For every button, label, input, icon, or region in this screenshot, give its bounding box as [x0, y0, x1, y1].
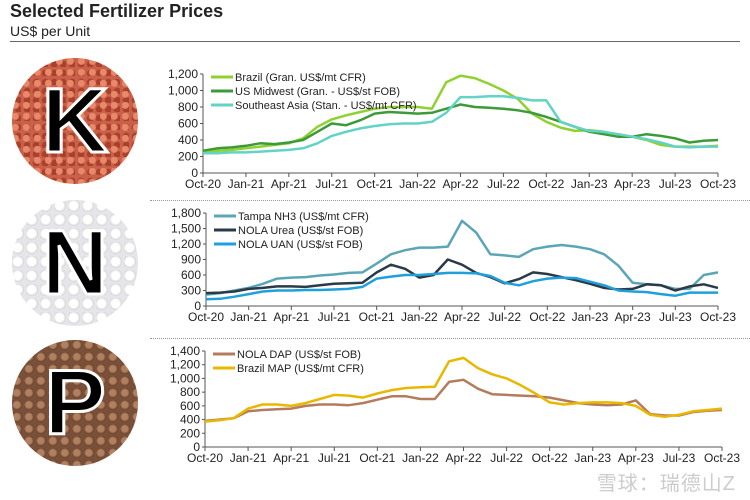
x-tick-label: Jan-22 — [402, 451, 439, 465]
y-tick-label: 200 — [180, 426, 200, 440]
x-tick-label: Apr-23 — [618, 451, 654, 465]
x-tick-label: Oct-20 — [188, 310, 224, 324]
x-tick-label: Apr-22 — [445, 451, 481, 465]
y-tick-label: 600 — [181, 268, 201, 282]
legend-label: NOLA DAP (US$/st FOB) — [237, 349, 361, 361]
x-tick-label: Jan-22 — [399, 177, 436, 191]
x-tick-label: Oct-22 — [532, 451, 568, 465]
x-tick-label: Jan-22 — [401, 310, 438, 324]
y-tick-label: 0 — [194, 299, 201, 313]
x-tick-label: Oct-22 — [528, 177, 564, 191]
x-tick-label: Oct-21 — [359, 451, 395, 465]
x-tick-label: Jan-21 — [230, 451, 267, 465]
x-tick-label: Jan-23 — [572, 310, 609, 324]
y-tick-label: 1,500 — [171, 222, 201, 236]
y-tick-label: 1,200 — [168, 67, 198, 81]
title-divider — [10, 41, 740, 42]
series-line — [204, 378, 723, 423]
x-tick-label: Jan-23 — [571, 177, 608, 191]
y-tick-label: 400 — [180, 413, 200, 427]
x-tick-label: Jan-21 — [228, 177, 265, 191]
x-tick-label: Apr-23 — [615, 310, 651, 324]
page-subtitle: US$ per Unit — [10, 23, 91, 39]
x-tick-label: Apr-22 — [444, 310, 480, 324]
x-tick-label: Oct-21 — [357, 177, 393, 191]
legend-label: US Midwest (Gran. - US$/st FOB) — [235, 86, 400, 98]
page-title: Selected Fertilizer Prices — [10, 1, 224, 21]
panel-letter-n: N — [40, 212, 109, 314]
legend-label: Tampa NH3 (US$/mt CFR) — [238, 211, 369, 223]
x-tick-label: Apr-21 — [273, 451, 309, 465]
series-line — [204, 356, 723, 423]
panel-divider — [150, 200, 750, 201]
x-tick-label: Oct-21 — [359, 310, 395, 324]
y-tick-label: 1,000 — [170, 371, 200, 385]
legend-label: NOLA Urea (US$/st FOB) — [238, 225, 363, 237]
y-tick-label: 1,400 — [170, 344, 200, 358]
legend-label: Brazil MAP (US$/mt CFR) — [237, 363, 364, 375]
y-tick-label: 1,200 — [170, 358, 200, 372]
legend-label: NOLA UAN (US$/st FOB) — [238, 239, 363, 251]
x-tick-label: Oct-20 — [187, 451, 223, 465]
x-tick-label: Jul-22 — [488, 310, 521, 324]
potash-image: K — [12, 58, 138, 184]
panel-letter-p: P — [43, 352, 107, 454]
y-tick-label: 800 — [180, 385, 200, 399]
x-tick-label: Jul-21 — [318, 451, 351, 465]
legend-label: Brazil (Gran. US$/mt CFR) — [235, 72, 366, 84]
x-tick-label: Apr-22 — [442, 177, 478, 191]
x-tick-label: Apr-23 — [614, 177, 650, 191]
series-line — [205, 271, 718, 301]
y-tick-label: 0 — [191, 166, 198, 180]
x-tick-label: Jul-21 — [315, 177, 348, 191]
x-tick-label: Oct-23 — [700, 310, 736, 324]
x-tick-label: Jul-23 — [659, 177, 692, 191]
series-line — [205, 258, 719, 295]
panel-divider — [150, 338, 750, 339]
y-tick-label: 1,000 — [168, 84, 198, 98]
watermark: 雪球：瑞德山Z — [596, 473, 736, 495]
y-tick-label: 800 — [178, 100, 198, 114]
x-tick-label: Apr-21 — [273, 310, 309, 324]
y-tick-label: 0 — [193, 440, 200, 454]
y-tick-label: 600 — [180, 399, 200, 413]
y-tick-label: 200 — [178, 150, 198, 164]
nitrogen-image: N — [12, 200, 138, 326]
x-tick-label: Jan-23 — [574, 451, 611, 465]
x-tick-label: Jul-21 — [318, 310, 351, 324]
x-tick-label: Oct-22 — [529, 310, 565, 324]
x-tick-label: Jan-21 — [230, 310, 267, 324]
x-tick-label: Jul-22 — [490, 451, 523, 465]
legend-label: Southeast Asia (Stan. - US$/mt CFR) — [235, 100, 417, 112]
y-tick-label: 400 — [178, 133, 198, 147]
y-tick-label: 1,800 — [171, 206, 201, 220]
x-tick-label: Apr-21 — [271, 177, 307, 191]
x-tick-label: Oct-23 — [700, 177, 736, 191]
series-line — [205, 219, 719, 296]
x-tick-label: Jul-22 — [487, 177, 520, 191]
y-tick-label: 300 — [181, 284, 201, 298]
series-line — [203, 95, 718, 155]
panel-letter-k: K — [40, 70, 109, 172]
x-tick-label: Oct-23 — [704, 451, 740, 465]
y-tick-label: 900 — [181, 253, 201, 267]
x-tick-label: Jul-23 — [659, 310, 692, 324]
y-tick-label: 600 — [178, 117, 198, 131]
x-tick-label: Jul-23 — [663, 451, 696, 465]
x-tick-label: Oct-20 — [185, 177, 221, 191]
chart-panel-0: 0 200 400 600 800 1,000 1,200 Oct-20 Jan-21 Apr-2… — [168, 67, 736, 191]
phosphate-image: P — [12, 340, 138, 466]
y-tick-label: 1,200 — [171, 237, 201, 251]
